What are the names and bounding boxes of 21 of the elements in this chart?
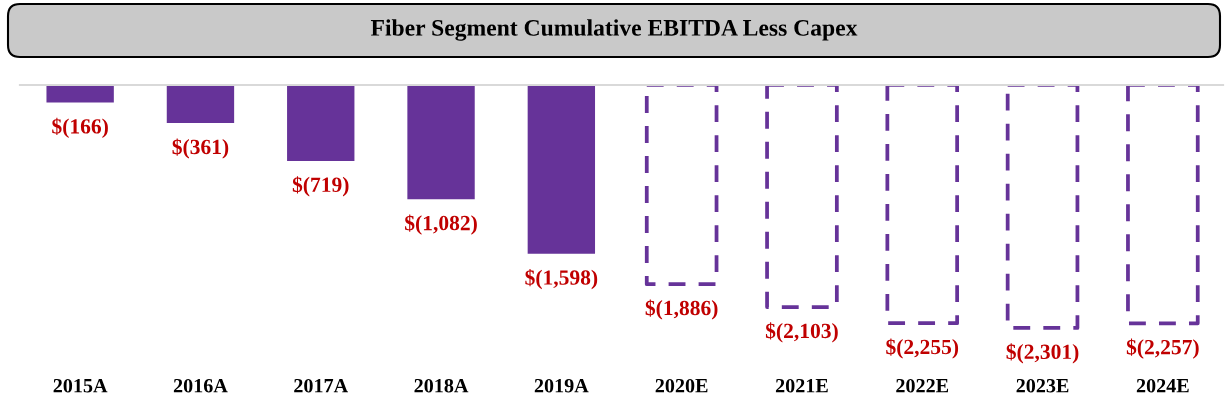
data-label: $(361)	[172, 138, 229, 159]
data-label: $(1,598)	[525, 269, 598, 290]
x-tick-label: 2020E	[655, 378, 708, 393]
data-label: $(2,255)	[886, 338, 959, 359]
data-label: $(2,103)	[765, 322, 838, 343]
x-tick-label: 2018A	[414, 378, 469, 393]
x-tick-label: 2017A	[294, 378, 349, 393]
x-tick-label: 2024E	[1136, 378, 1189, 393]
x-tick-label: 2019A	[534, 378, 589, 393]
data-label: $(1,886)	[645, 299, 718, 320]
data-label: $(166)	[52, 117, 108, 138]
data-label: $(1,082)	[405, 214, 477, 235]
x-tick-label: 2021E	[775, 378, 828, 393]
data-label: $(719)	[292, 176, 349, 197]
chart-title: Fiber Segment Cumulative EBITDA Less Capex	[370, 19, 858, 41]
data-label: $(2,301)	[1006, 343, 1079, 364]
x-tick-label: 2022E	[896, 378, 949, 393]
data-label: $(2,257)	[1126, 338, 1199, 359]
x-tick-label: 2023E	[1016, 378, 1069, 393]
x-tick-label: 2016A	[173, 378, 228, 393]
x-tick-label: 2015A	[53, 378, 108, 393]
